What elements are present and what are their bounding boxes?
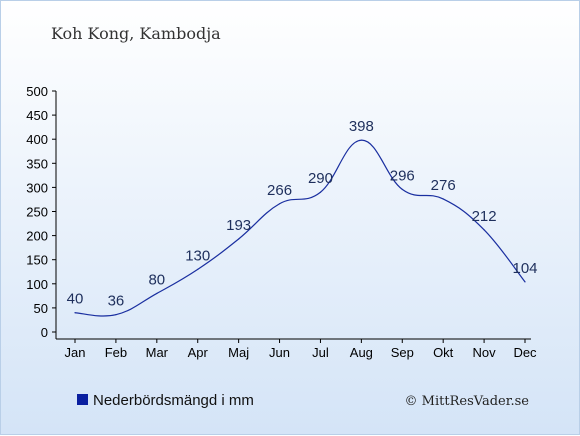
data-label: 296 — [390, 167, 415, 184]
x-tick-label: Okt — [433, 345, 454, 360]
data-point — [197, 268, 199, 270]
data-label: 290 — [308, 170, 333, 187]
data-label: 104 — [512, 260, 537, 277]
data-point — [360, 139, 362, 141]
x-tick-label: Sep — [391, 345, 414, 360]
legend-marker — [77, 394, 88, 405]
x-tick-label: Mar — [146, 345, 169, 360]
y-tick-label: 400 — [26, 132, 48, 147]
x-tick-label: Aug — [350, 345, 373, 360]
data-point — [442, 198, 444, 200]
data-point — [401, 188, 403, 190]
y-tick-label: 200 — [26, 229, 48, 244]
data-point — [319, 191, 322, 193]
data-point — [74, 312, 76, 314]
data-point — [524, 281, 526, 283]
data-label: 398 — [349, 118, 374, 135]
data-point — [156, 292, 158, 295]
y-tick-label: 500 — [26, 84, 48, 99]
x-tick-label: Apr — [188, 345, 209, 360]
series-line — [74, 139, 526, 317]
data-label: 276 — [431, 177, 456, 194]
data-label: 266 — [267, 182, 292, 199]
y-tick-label: 50 — [34, 301, 48, 316]
y-tick-label: 0 — [41, 325, 48, 340]
x-tick-label: Feb — [105, 345, 127, 360]
x-tick-label: Maj — [228, 345, 249, 360]
data-point — [115, 314, 117, 316]
y-tick-label: 450 — [26, 108, 48, 123]
credit-text: © MittResVader.se — [405, 394, 530, 409]
y-tick-label: 150 — [26, 253, 48, 268]
y-tick-label: 300 — [26, 180, 48, 195]
y-tick-label: 100 — [26, 277, 48, 292]
legend-label: Nederbördsmängd i mm — [93, 392, 254, 409]
data-label: 212 — [472, 208, 497, 225]
data-label: 130 — [185, 247, 210, 264]
data-point — [278, 203, 281, 205]
data-label: 193 — [226, 217, 251, 234]
x-tick-label: Jan — [65, 345, 86, 360]
x-tick-label: Jul — [312, 345, 329, 360]
chart-title: Koh Kong, Kambodja — [51, 24, 221, 43]
y-tick-label: 350 — [26, 156, 48, 171]
y-tick-label: 250 — [26, 205, 48, 220]
x-tick-label: Nov — [473, 345, 497, 360]
x-tick-label: Jun — [269, 345, 290, 360]
data-label: 80 — [148, 271, 165, 288]
data-point — [238, 238, 240, 240]
x-tick-label: Dec — [513, 345, 537, 360]
data-point — [483, 229, 485, 231]
data-label: 36 — [108, 293, 125, 310]
data-label: 40 — [67, 291, 84, 308]
